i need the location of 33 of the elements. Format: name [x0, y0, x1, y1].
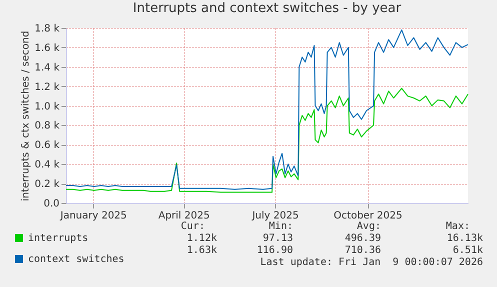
y-tick-label: 0.6 k: [34, 140, 60, 152]
y-tick-label: 0.0: [44, 198, 60, 210]
y-tick-label: 0.2 k: [34, 179, 60, 190]
text: Cur:: [180, 221, 205, 233]
text: Last update: Fri Jan 9 00:00:07 2026: [260, 257, 483, 269]
y-axis-title: interrupts & ctx switches / second: [20, 30, 32, 202]
x-tick-label: April 2025: [158, 210, 210, 222]
text: 1.12k: [186, 233, 217, 245]
y-tick-label: 1.0 k: [34, 101, 60, 112]
line-series: [66, 88, 468, 193]
y-tick-label: 1.2 k: [34, 82, 60, 93]
y-tick-label: 1.8 k: [34, 24, 60, 34]
y-tick-label: 1.4 k: [34, 62, 60, 74]
text: 1.63k: [186, 245, 217, 257]
text: 97.13: [262, 233, 293, 245]
y-tick-label: 0.8 k: [34, 120, 60, 132]
y-tick-label: 1.6 k: [34, 42, 60, 54]
legend-label: interrupts: [28, 233, 88, 244]
x-tick-label: July 2025: [251, 210, 299, 222]
chart-title: Interrupts and context switches - by year: [132, 1, 402, 16]
y-tick-label: 0.4 k: [34, 160, 60, 171]
line-series: [66, 29, 468, 190]
text: 116.90: [256, 245, 293, 257]
x-tick-label: January 2025: [59, 210, 127, 222]
x-tick-label: October 2025: [334, 210, 402, 222]
text: 496.39: [344, 233, 381, 245]
text: 16.13k: [446, 233, 483, 245]
text: Avg:: [356, 221, 381, 233]
text: 6.51k: [452, 245, 483, 257]
text: Min:: [268, 221, 293, 233]
text: Max:: [446, 221, 470, 233]
legend-label: context switches: [28, 254, 124, 265]
text: 710.36: [344, 245, 381, 257]
